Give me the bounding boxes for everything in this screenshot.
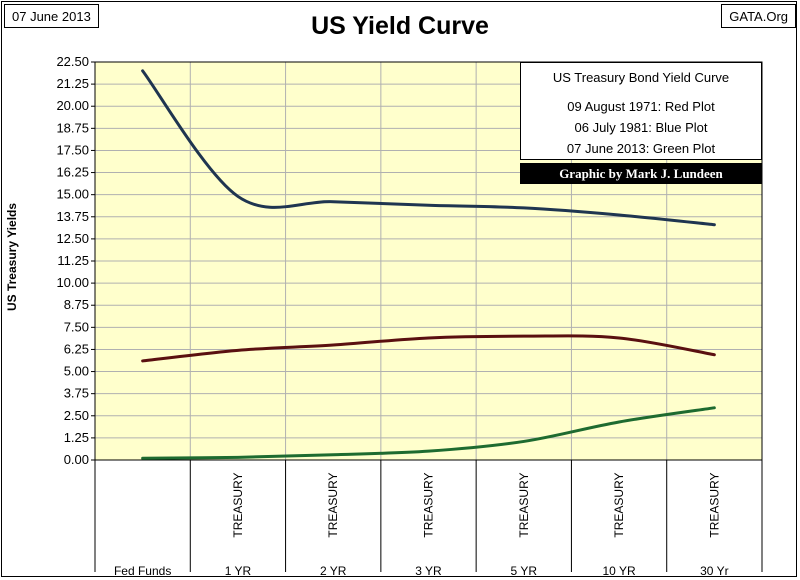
date-label: 07 June 2013 — [4, 4, 99, 28]
y-tick-label: 20.00 — [56, 98, 89, 113]
legend-entry-blue: 06 July 1981: Blue Plot — [574, 120, 708, 135]
x-category-label-rotated: TREASURY — [707, 472, 721, 537]
y-tick-label: 5.00 — [64, 364, 89, 379]
plot-border — [94, 61, 763, 461]
y-tick-label: 10.00 — [56, 275, 89, 290]
x-category-label-rotated: TREASURY — [612, 472, 626, 537]
y-tick-label: 22.50 — [56, 54, 89, 69]
y-tick-label: 2.50 — [64, 408, 89, 423]
y-tick-label: 0.00 — [64, 452, 89, 467]
y-tick-label: 3.75 — [64, 386, 89, 401]
x-category-label-rotated: TREASURY — [326, 472, 340, 537]
y-tick-label: 6.25 — [64, 341, 89, 356]
y-tick-label: 8.75 — [64, 297, 89, 312]
y-tick-label: 17.50 — [56, 142, 89, 157]
x-category-label: Fed Funds — [114, 564, 171, 578]
x-category-label-rotated: TREASURY — [231, 472, 245, 537]
x-category-label: 1 YR — [225, 564, 252, 578]
y-tick-label: 21.25 — [56, 76, 89, 91]
x-category-label: 3 YR — [415, 564, 442, 578]
y-tick-label: 1.25 — [64, 430, 89, 445]
x-category-label: 5 YR — [511, 564, 538, 578]
y-tick-label: 7.50 — [64, 319, 89, 334]
x-category-label-rotated: TREASURY — [422, 472, 436, 537]
y-tick-label: 16.25 — [56, 165, 89, 180]
legend-entry-green: 07 June 2013: Green Plot — [566, 141, 716, 156]
x-category-label-rotated: TREASURY — [517, 472, 531, 537]
y-tick-label: 12.50 — [56, 231, 89, 246]
y-tick-label: 11.25 — [57, 253, 89, 268]
x-category-label: 30 Yr — [700, 564, 728, 578]
x-category-label: 2 YR — [320, 564, 347, 578]
x-category-label: 10 YR — [603, 564, 636, 578]
y-tick-label: 18.75 — [56, 120, 89, 135]
credit-banner: Graphic by Mark J. Lundeen — [520, 163, 762, 184]
y-tick-label: 13.75 — [56, 209, 89, 224]
source-label: GATA.Org — [721, 4, 796, 28]
legend: US Treasury Bond Yield Curve 09 August 1… — [520, 62, 762, 160]
legend-entry-red: 09 August 1971: Red Plot — [567, 99, 715, 114]
legend-title: US Treasury Bond Yield Curve — [552, 70, 730, 85]
y-tick-label: 15.00 — [56, 187, 89, 202]
chart-title: US Yield Curve — [311, 12, 489, 40]
